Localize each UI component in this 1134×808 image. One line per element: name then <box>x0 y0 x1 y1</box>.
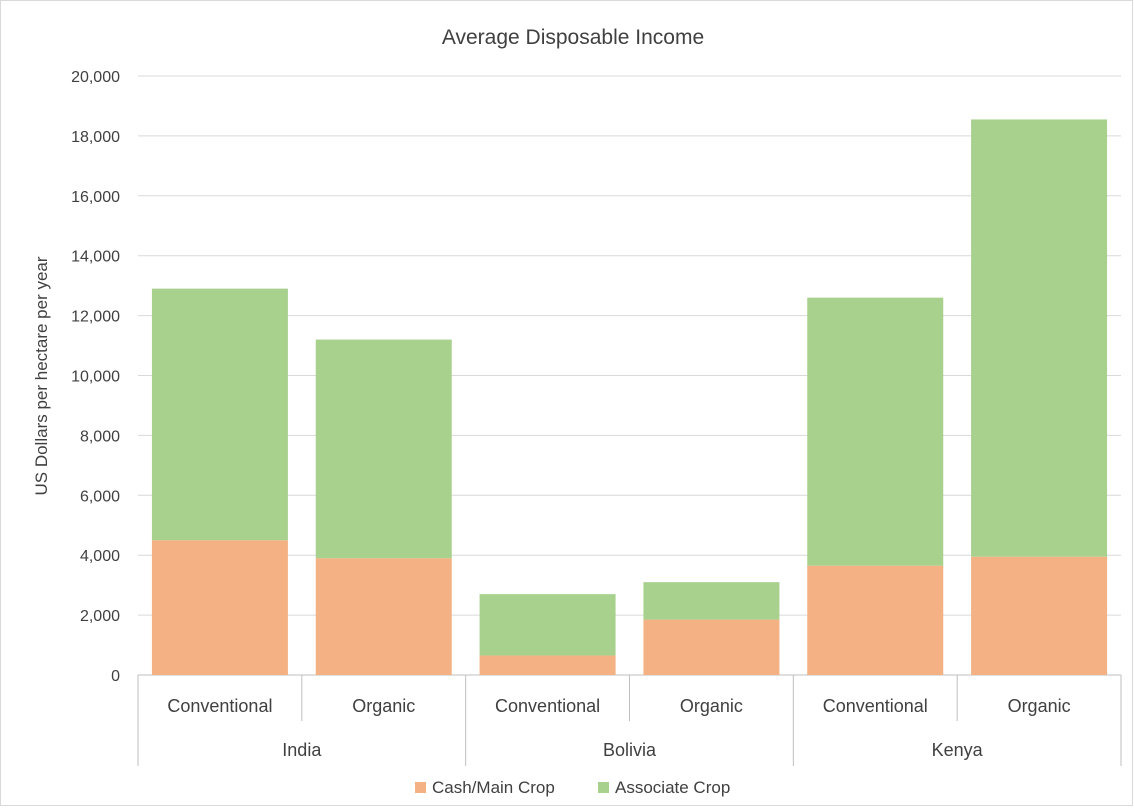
y-tick-label: 0 <box>111 668 120 685</box>
x-tick-label: Organic <box>680 696 743 716</box>
x-tick-label: Conventional <box>495 696 600 716</box>
x-group-label: Kenya <box>932 740 984 760</box>
chart-title: Average Disposable Income <box>442 26 704 49</box>
legend-label: Cash/Main Crop <box>432 778 555 797</box>
bar-segment-cash-main-crop <box>315 558 452 675</box>
y-tick-label: 14,000 <box>71 249 120 266</box>
y-tick-label: 16,000 <box>71 189 120 206</box>
bar-segment-associate-crop <box>807 297 944 566</box>
y-tick-label: 12,000 <box>71 309 120 326</box>
y-tick-label: 20,000 <box>71 69 120 86</box>
bar-segment-cash-main-crop <box>479 655 616 675</box>
bar-segment-cash-main-crop <box>643 619 780 675</box>
legend-swatch <box>598 782 609 793</box>
y-tick-label: 8,000 <box>80 428 120 445</box>
bar-segment-associate-crop <box>479 594 616 656</box>
legend-label: Associate Crop <box>615 778 730 797</box>
bar-segment-cash-main-crop <box>971 556 1108 675</box>
x-axis: Conventional Organic Conventional Organic Co… <box>137 675 1122 766</box>
legend-swatch <box>415 782 426 793</box>
x-tick-label: Conventional <box>823 696 928 716</box>
bar-segment-associate-crop <box>971 119 1108 557</box>
bar-segment-cash-main-crop <box>151 540 288 675</box>
x-tick-label: Organic <box>352 696 415 716</box>
bar-segment-associate-crop <box>643 582 780 620</box>
x-group-label: Bolivia <box>603 740 657 760</box>
gridlines <box>138 75 1121 676</box>
legend: Cash/Main Crop Associate Crop <box>415 778 730 797</box>
bars <box>151 119 1108 675</box>
y-axis-label: US Dollars per hectare per year <box>32 256 51 495</box>
x-group-label: India <box>282 740 322 760</box>
bar-segment-associate-crop <box>151 288 288 541</box>
y-tick-label: 6,000 <box>80 488 120 505</box>
y-tick-label: 18,000 <box>71 129 120 146</box>
bar-segment-cash-main-crop <box>807 565 944 675</box>
x-tick-label: Conventional <box>167 696 272 716</box>
y-tick-label: 4,000 <box>80 548 120 565</box>
y-tick-label: 10,000 <box>71 369 120 386</box>
x-tick-label: Organic <box>1008 696 1071 716</box>
y-axis-ticks: 0 2,000 4,000 6,000 8,000 10,000 12,000 14,000 1… <box>71 69 120 685</box>
bar-segment-associate-crop <box>315 339 452 559</box>
y-tick-label: 2,000 <box>80 608 120 625</box>
